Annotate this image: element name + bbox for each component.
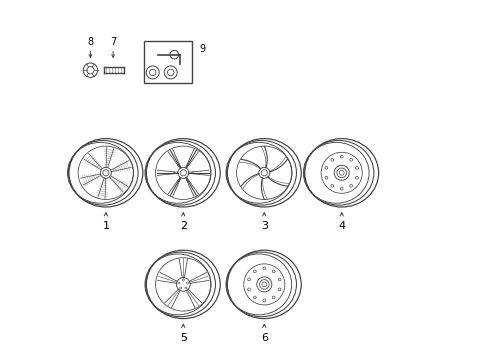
Text: 5: 5 (180, 333, 186, 343)
Text: 4: 4 (337, 221, 345, 231)
Text: 6: 6 (260, 333, 267, 343)
Text: 2: 2 (180, 221, 186, 231)
Text: 3: 3 (260, 221, 267, 231)
Text: 8: 8 (87, 37, 93, 47)
Text: 9: 9 (199, 44, 205, 54)
Text: 7: 7 (110, 37, 116, 47)
Bar (143, 41, 192, 83)
Text: 1: 1 (102, 221, 109, 231)
